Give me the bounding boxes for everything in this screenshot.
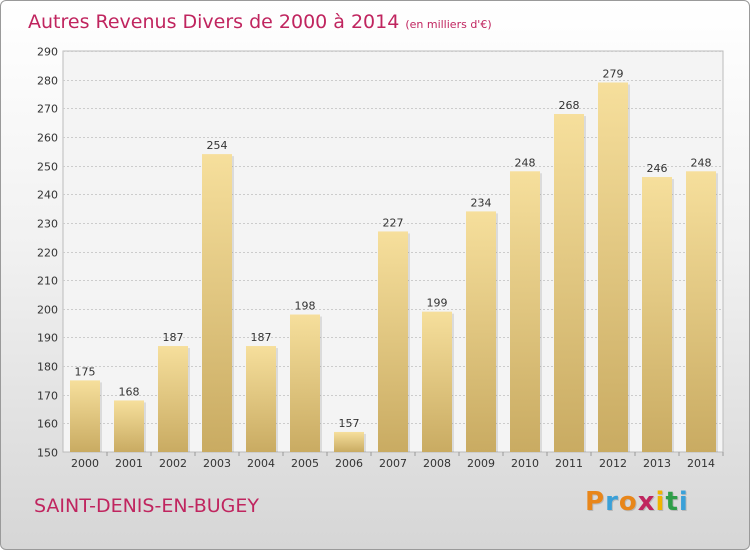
data-label: 268 [559, 99, 580, 112]
x-tick-label: 2013 [643, 457, 671, 470]
data-label: 157 [339, 417, 360, 430]
logo-letter: r [605, 487, 619, 517]
data-label: 187 [163, 331, 184, 344]
x-tick-label: 2007 [379, 457, 407, 470]
x-tick-label: 2009 [467, 457, 495, 470]
x-tick-label: 2010 [511, 457, 539, 470]
logo-letter: P [585, 487, 606, 517]
bar-2002 [158, 346, 188, 452]
location-name: SAINT-DENIS-EN-BUGEY [34, 495, 259, 517]
bar-2008 [422, 311, 452, 452]
data-label: 175 [75, 365, 96, 378]
y-tick-label: 150 [37, 447, 58, 460]
chart-title: Autres Revenus Divers de 2000 à 2014 (en … [28, 11, 492, 33]
x-tick-label: 2003 [203, 457, 231, 470]
logo-letter: i [678, 487, 689, 517]
y-tick-label: 240 [37, 189, 58, 202]
bar-2014 [686, 171, 716, 453]
bar-2013 [642, 177, 672, 452]
bar-2005 [290, 314, 320, 452]
x-tick-label: 2011 [555, 457, 583, 470]
bar-2004 [246, 346, 276, 452]
bar-2003 [202, 154, 232, 452]
data-label: 279 [603, 68, 624, 81]
y-tick-label: 180 [37, 361, 58, 374]
x-tick-label: 2014 [687, 457, 715, 470]
data-label: 248 [515, 156, 536, 169]
logo-letter: t [665, 487, 679, 517]
x-tick-label: 2005 [291, 457, 319, 470]
y-tick-label: 220 [37, 247, 58, 260]
data-label: 227 [383, 216, 404, 229]
bar-2011 [554, 114, 584, 452]
data-label: 248 [691, 156, 712, 169]
y-tick-label: 270 [37, 103, 58, 116]
x-tick-label: 2004 [247, 457, 275, 470]
data-label: 187 [251, 331, 272, 344]
title-text: Autres Revenus Divers de 2000 à 2014 [28, 11, 400, 33]
x-tick-label: 2012 [599, 457, 627, 470]
bar-2010 [510, 171, 540, 453]
bar-2006 [334, 431, 364, 452]
y-tick-label: 260 [37, 132, 58, 145]
data-label: 246 [647, 162, 668, 175]
title-unit: (en milliers d'€) [405, 18, 492, 31]
y-tick-label: 250 [37, 161, 58, 174]
x-tick-label: 2001 [115, 457, 143, 470]
y-tick-label: 200 [37, 304, 58, 317]
bar-2009 [466, 211, 496, 452]
y-tick-label: 190 [37, 332, 58, 345]
logo-letter: i [655, 487, 666, 517]
y-tick-label: 280 [37, 75, 58, 88]
x-tick-label: 2008 [423, 457, 451, 470]
y-tick-label: 290 [37, 46, 58, 59]
bar-2000 [70, 380, 100, 452]
data-label: 254 [207, 139, 228, 152]
bar-2001 [114, 400, 144, 452]
logo-letter: o [618, 487, 638, 517]
data-label: 199 [427, 297, 448, 310]
y-tick-label: 230 [37, 218, 58, 231]
data-label: 168 [119, 385, 140, 398]
bar-2012 [598, 82, 628, 452]
data-label: 234 [471, 196, 492, 209]
proxiti-logo: Proxiti [585, 487, 689, 517]
x-tick-label: 2002 [159, 457, 187, 470]
y-tick-label: 210 [37, 275, 58, 288]
y-tick-label: 160 [37, 418, 58, 431]
x-tick-label: 2006 [335, 457, 363, 470]
data-label: 198 [295, 300, 316, 313]
x-tick-label: 2000 [71, 457, 99, 470]
logo-letter: x [637, 487, 656, 517]
bar-2007 [378, 231, 408, 452]
y-tick-label: 170 [37, 390, 58, 403]
